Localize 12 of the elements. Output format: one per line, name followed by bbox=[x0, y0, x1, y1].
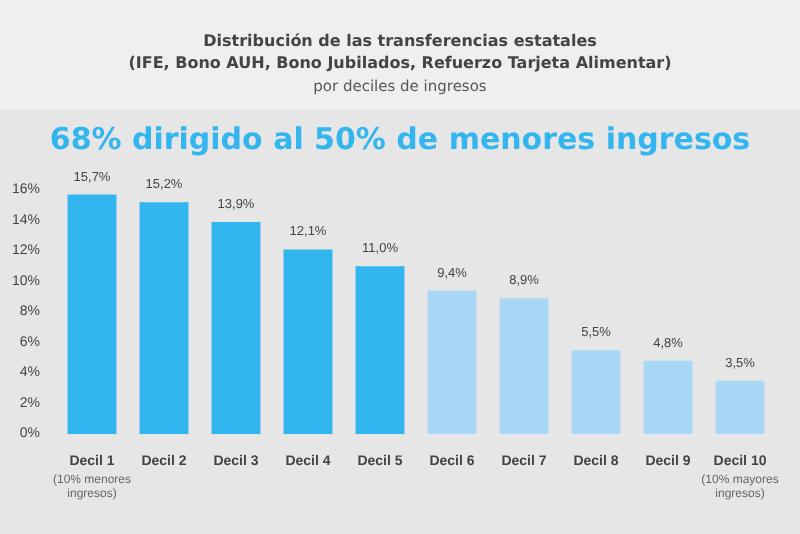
bar bbox=[715, 380, 765, 434]
bar bbox=[571, 350, 621, 434]
bar bbox=[499, 298, 549, 434]
chart-title: Distribución de las transferencias estatales (IFE, Bono AUH, Bono Jubilados, Refuerzo Tarjeta Alimentar) bbox=[128, 32, 672, 72]
bar bbox=[139, 202, 189, 434]
text: 68% dirigido al 50% de menores ingresos bbox=[49, 121, 751, 157]
bar bbox=[67, 194, 117, 434]
bar bbox=[427, 290, 477, 434]
bar bbox=[355, 266, 405, 434]
bar bbox=[643, 360, 693, 434]
bar bbox=[211, 222, 261, 434]
bar bbox=[283, 249, 333, 434]
